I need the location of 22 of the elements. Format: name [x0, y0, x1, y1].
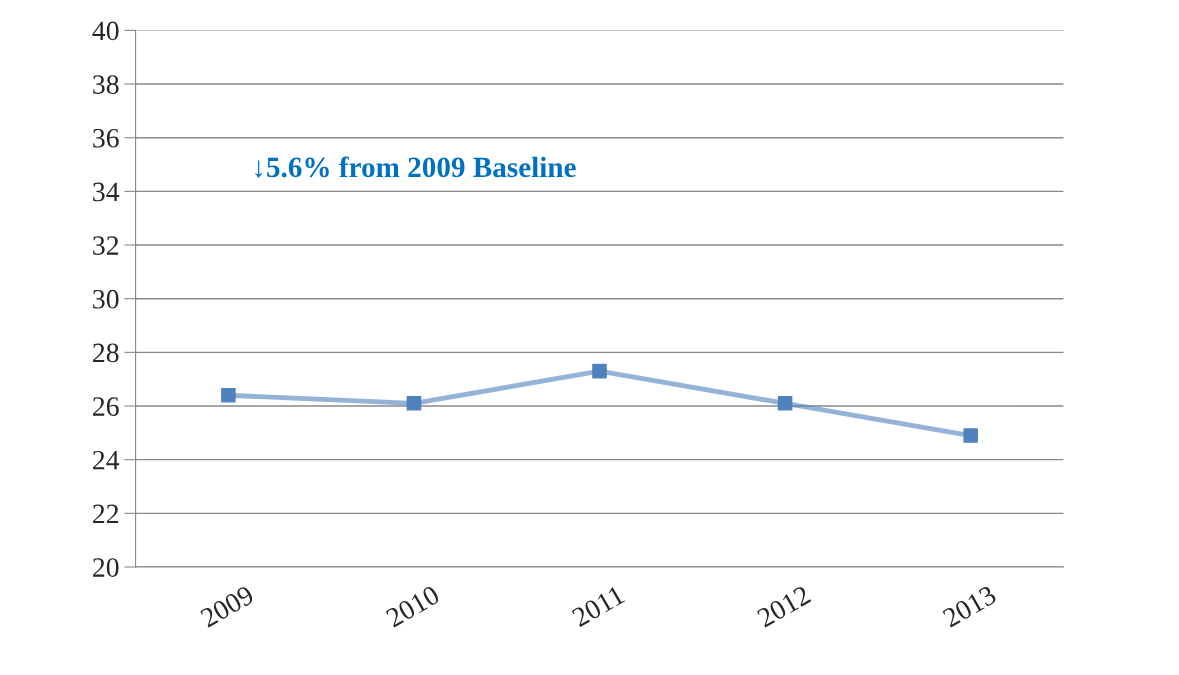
y-tick-label: 22 [93, 504, 119, 523]
point [963, 428, 978, 443]
x-tick-label: 2012 [756, 585, 812, 628]
x-tick-label: 2013 [941, 584, 998, 628]
x-tick-label: 2009 [199, 584, 255, 628]
y-tick-label: 28 [93, 343, 119, 363]
point [221, 387, 236, 403]
x-tick-label: 2010 [385, 584, 441, 628]
y-tick-label: 36 [93, 128, 119, 148]
point [777, 396, 793, 411]
x-tick-label: 2011 [571, 585, 626, 628]
point [592, 363, 607, 379]
point [406, 396, 422, 411]
y-tick-label: 40 [92, 21, 119, 41]
y-tick-label: 30 [93, 289, 119, 309]
y-tick-label: 26 [93, 397, 119, 416]
annotation: ↓5.6% from 2009 Baseline [255, 156, 576, 178]
y-tick-label: 38 [93, 75, 119, 94]
y-tick-label: 24 [93, 450, 120, 470]
y-tick-label: 32 [93, 236, 119, 255]
y-tick-label: 34 [93, 182, 120, 202]
y-tick-label: 20 [93, 558, 119, 577]
